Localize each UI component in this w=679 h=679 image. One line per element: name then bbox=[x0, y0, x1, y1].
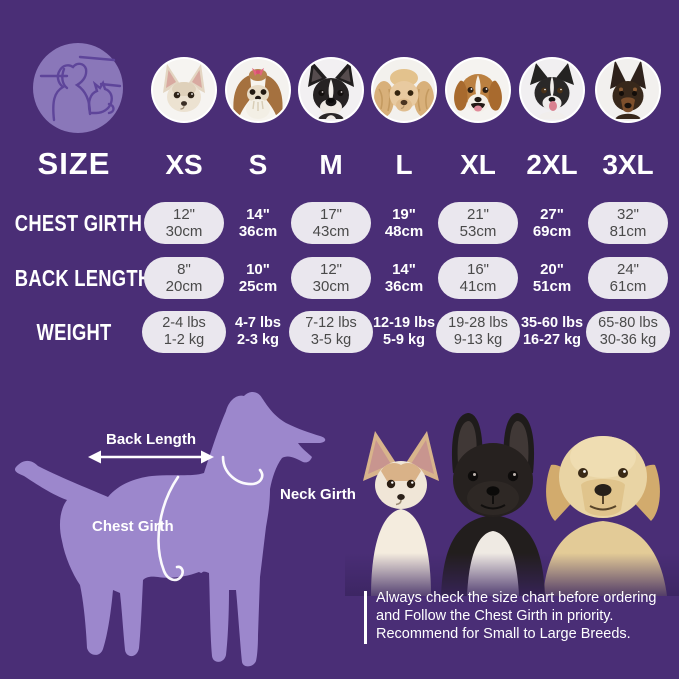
dog-photo-chihuahua bbox=[147, 56, 221, 124]
back-length-value-s: 10" 25cm bbox=[238, 261, 278, 295]
size-label-2xl: 2XL bbox=[526, 149, 578, 180]
chest-girth-value-xl: 21" 53cm bbox=[438, 202, 518, 244]
dog-photo-beagle bbox=[441, 56, 515, 124]
back-length-value-l: 14" 36cm bbox=[384, 261, 424, 295]
weight-value-m: 7-12 lbs 3-5 kg bbox=[289, 311, 373, 353]
dog-photo-border-collie bbox=[515, 56, 589, 124]
back-length-value-xs: 8" 20cm bbox=[144, 257, 224, 299]
size-label-s: S bbox=[248, 149, 268, 180]
weight-value-2xl: 35-60 lbs 16-27 kg bbox=[520, 315, 584, 348]
chest-girth-value-l: 19" 48cm bbox=[384, 206, 424, 240]
dog-photo-boston-terrier bbox=[294, 56, 368, 124]
cocker-spaniel-icon bbox=[371, 57, 437, 123]
chest-girth-value-xs: 12" 30cm bbox=[144, 202, 224, 244]
shih-tzu-icon bbox=[225, 57, 291, 123]
chest-girth-row-label: CHEST GIRTH bbox=[14, 210, 143, 236]
beagle-icon bbox=[445, 57, 511, 123]
note-line-3: Recommend for Small to Large Breeds. bbox=[376, 626, 631, 642]
note-line-1: Always check the size chart before order… bbox=[376, 590, 657, 606]
size-label-3xl: 3XL bbox=[602, 149, 654, 180]
size-label-m: M bbox=[319, 149, 343, 180]
chest-girth-value-2xl: 27" 69cm bbox=[532, 206, 572, 240]
note-text: Always check the size chart before order… bbox=[376, 589, 656, 643]
size-row-label: SIZE bbox=[37, 146, 111, 181]
size-label-xs: XS bbox=[165, 149, 203, 180]
neck-girth-diagram-label: Neck Girth bbox=[280, 486, 356, 503]
back-length-value-m: 12" 30cm bbox=[291, 257, 371, 299]
dog-photo-shih-tzu bbox=[221, 56, 295, 124]
chest-girth-diagram-label: Chest Girth bbox=[92, 518, 174, 535]
chest-girth-value-3xl: 32" 81cm bbox=[588, 202, 668, 244]
chihuahua-icon bbox=[151, 57, 217, 123]
dog-photo-doberman bbox=[591, 56, 665, 124]
chest-girth-value-m: 17" 43cm bbox=[291, 202, 371, 244]
weight-row-label: WEIGHT bbox=[36, 319, 112, 345]
back-length-diagram-label: Back Length bbox=[105, 431, 196, 448]
weight-value-xs: 2-4 lbs 1-2 kg bbox=[142, 311, 226, 353]
chest-girth-value-s: 14" 36cm bbox=[238, 206, 278, 240]
weight-value-xl: 19-28 lbs 9-13 kg bbox=[436, 311, 520, 353]
dog-cat-logo-icon bbox=[33, 43, 123, 133]
size-label-l: L bbox=[395, 149, 413, 180]
doberman-icon bbox=[595, 57, 661, 123]
weight-value-3xl: 65-80 lbs 30-36 kg bbox=[586, 311, 670, 353]
border-collie-icon bbox=[519, 57, 585, 123]
weight-value-l: 12-19 lbs 5-9 kg bbox=[372, 315, 436, 348]
back-length-row-label: BACK LENGTH bbox=[14, 265, 152, 291]
size-label-xl: XL bbox=[460, 149, 496, 180]
note-line-2: and Follow the Chest Girth in priority. bbox=[376, 608, 614, 624]
dog-photo-cocker-spaniel bbox=[367, 56, 441, 124]
breed-dogs-photo bbox=[345, 413, 679, 596]
boston-terrier-icon bbox=[298, 57, 364, 123]
back-length-value-3xl: 24" 61cm bbox=[588, 257, 668, 299]
back-length-value-2xl: 20" 51cm bbox=[532, 261, 572, 295]
weight-value-s: 4-7 lbs 2-3 kg bbox=[235, 315, 281, 348]
measuring-diagram bbox=[14, 392, 326, 667]
back-length-value-xl: 16" 41cm bbox=[438, 257, 518, 299]
note-accent-bar bbox=[364, 591, 367, 644]
